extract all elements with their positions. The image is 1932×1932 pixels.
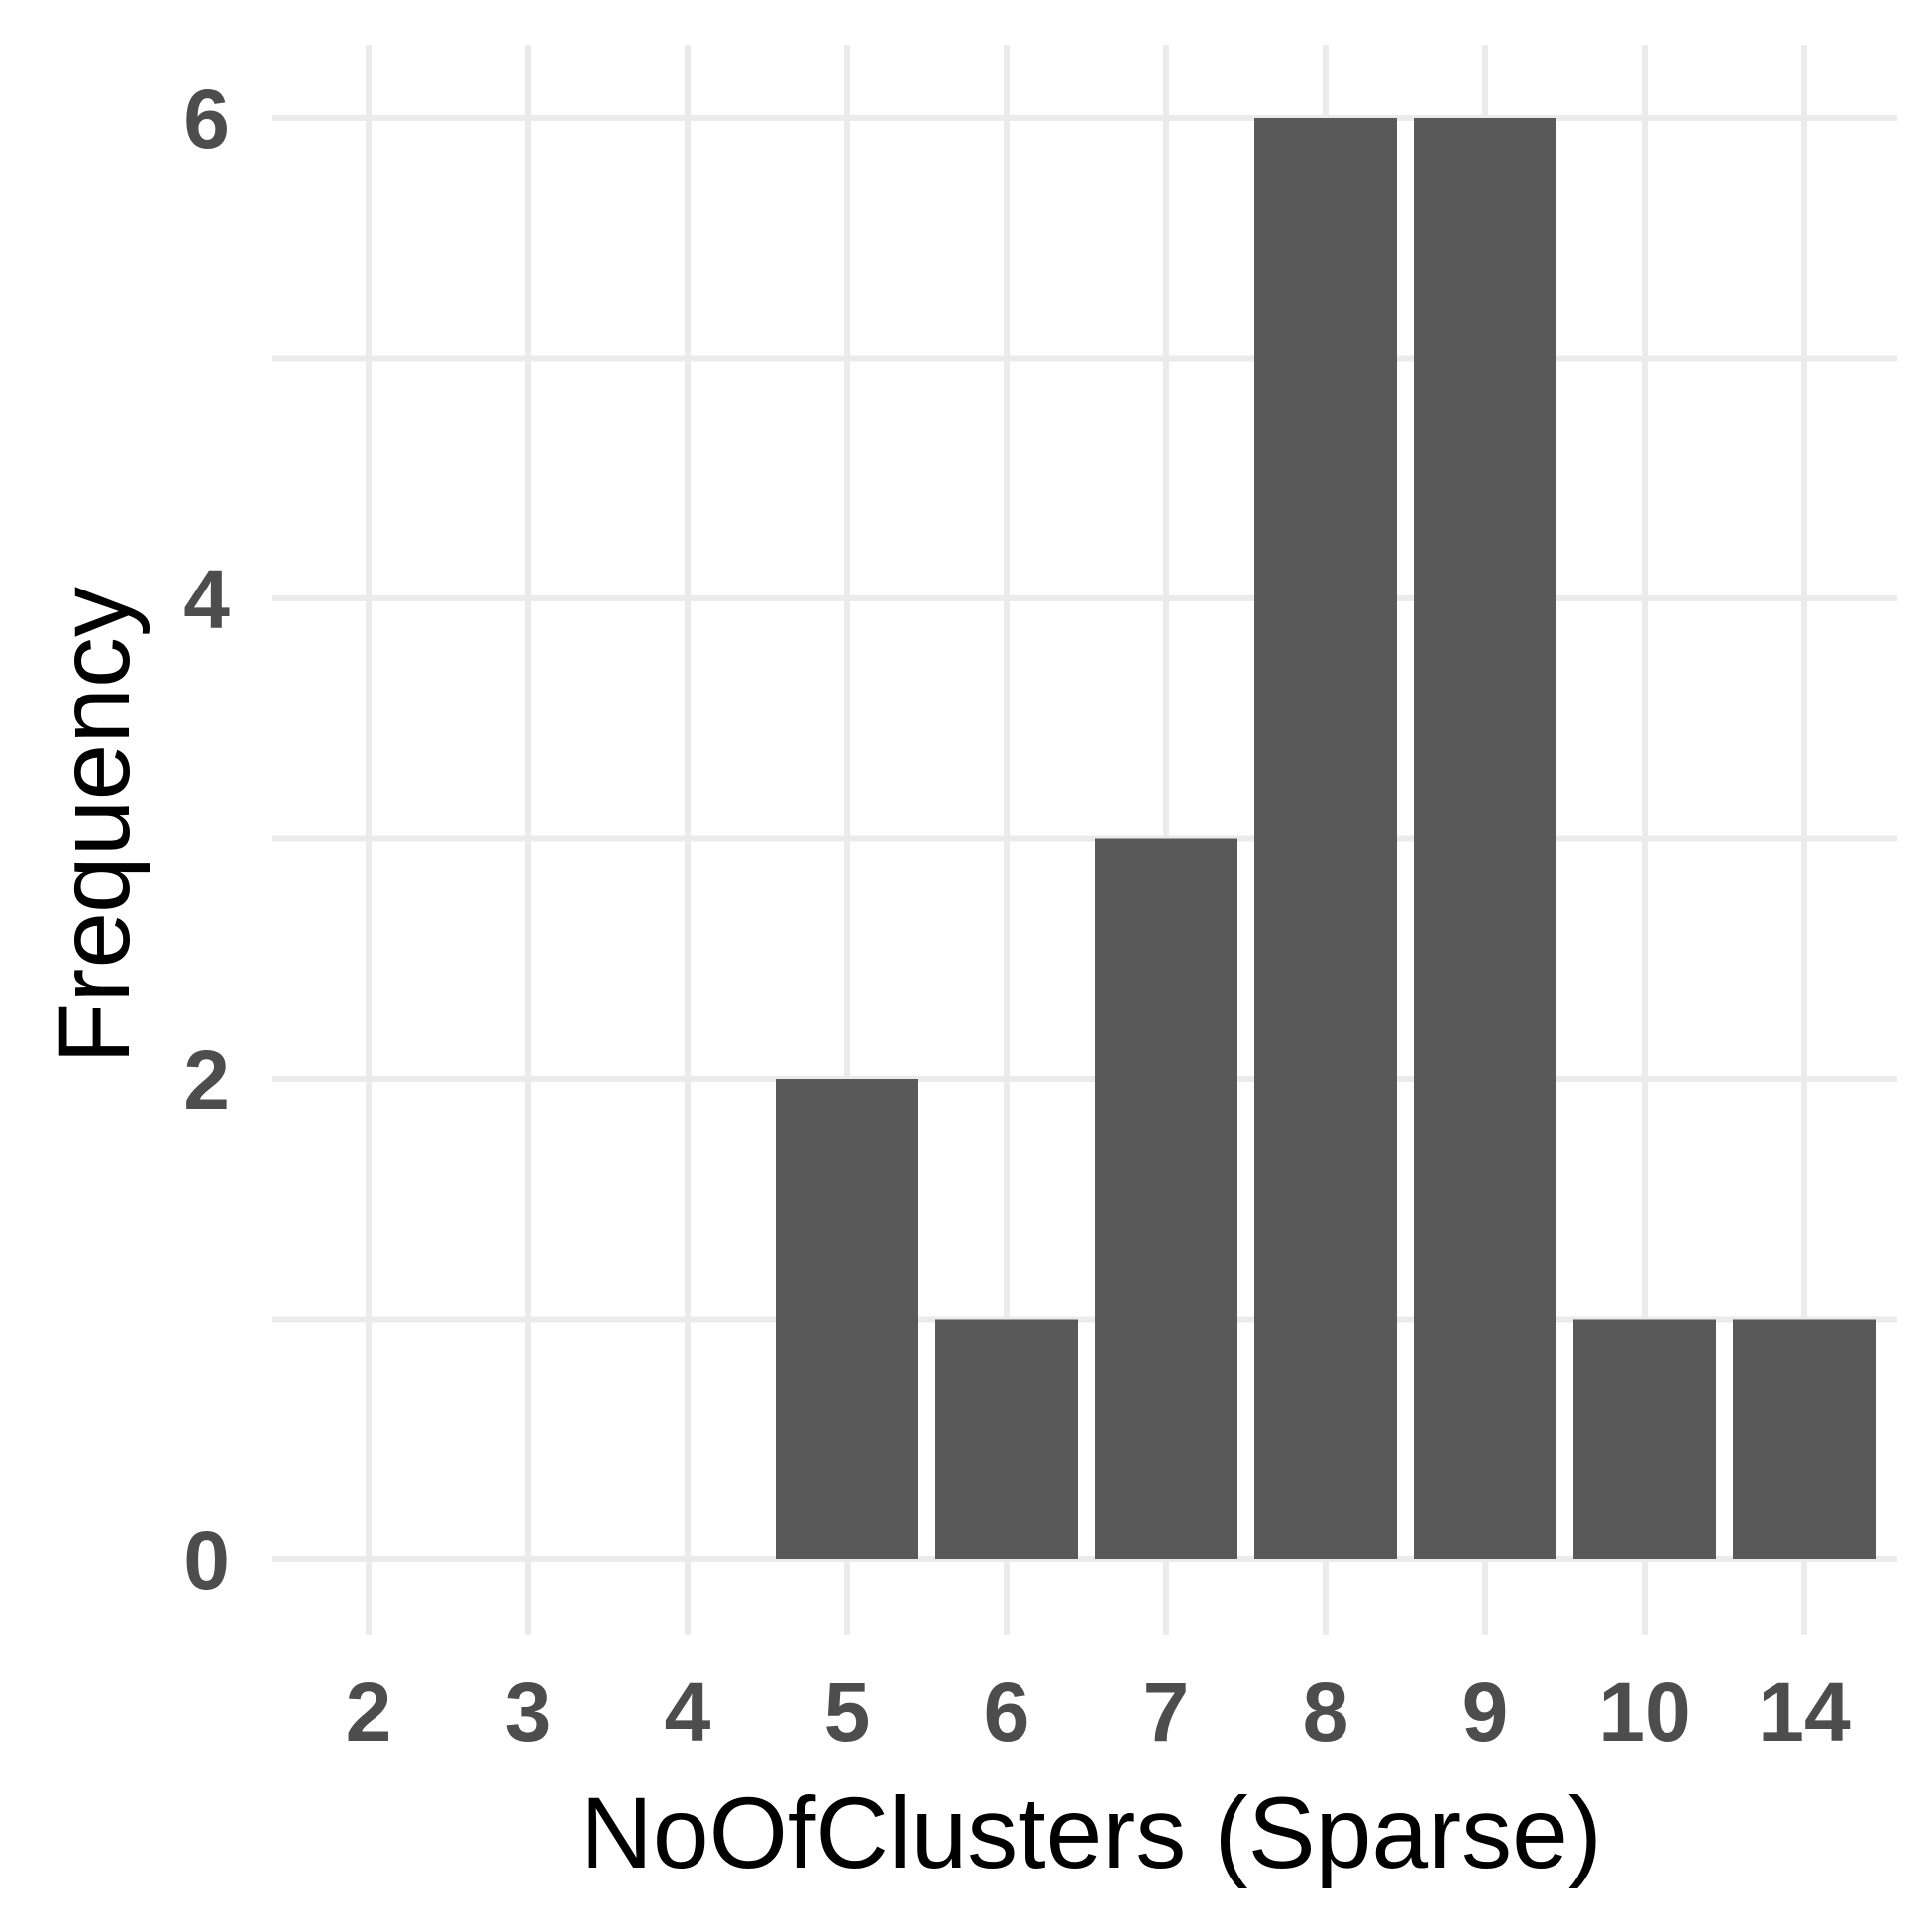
x-tick-label: 8 xyxy=(1303,1665,1349,1759)
y-tick-label: 2 xyxy=(183,1033,230,1127)
x-tick-label: 6 xyxy=(984,1665,1030,1759)
x-tick-label: 5 xyxy=(824,1665,871,1759)
y-axis-title: Frequency xyxy=(38,587,151,1064)
y-tick-label: 4 xyxy=(183,553,230,646)
bars xyxy=(776,118,1876,1559)
x-axis-title: NoOfClusters (Sparse) xyxy=(580,1776,1602,1889)
bar xyxy=(1254,118,1397,1559)
x-tick-label: 14 xyxy=(1758,1665,1851,1759)
bar xyxy=(1414,118,1556,1559)
bar xyxy=(1095,838,1237,1559)
x-axis-ticks: 2 3 4 5 6 7 8 9 10 14 xyxy=(346,1665,1851,1759)
x-tick-label: 2 xyxy=(346,1665,392,1759)
x-tick-label: 10 xyxy=(1598,1665,1690,1759)
y-tick-label: 0 xyxy=(183,1514,230,1607)
y-axis-ticks: 0 2 4 6 xyxy=(183,72,230,1607)
bar xyxy=(1733,1319,1876,1559)
y-tick-label: 6 xyxy=(183,72,230,165)
x-tick-label: 9 xyxy=(1462,1665,1509,1759)
x-tick-label: 4 xyxy=(665,1665,711,1759)
bar xyxy=(1573,1319,1716,1559)
x-tick-label: 7 xyxy=(1143,1665,1190,1759)
bar xyxy=(935,1319,1078,1559)
bar xyxy=(776,1079,918,1559)
x-tick-label: 3 xyxy=(505,1665,552,1759)
